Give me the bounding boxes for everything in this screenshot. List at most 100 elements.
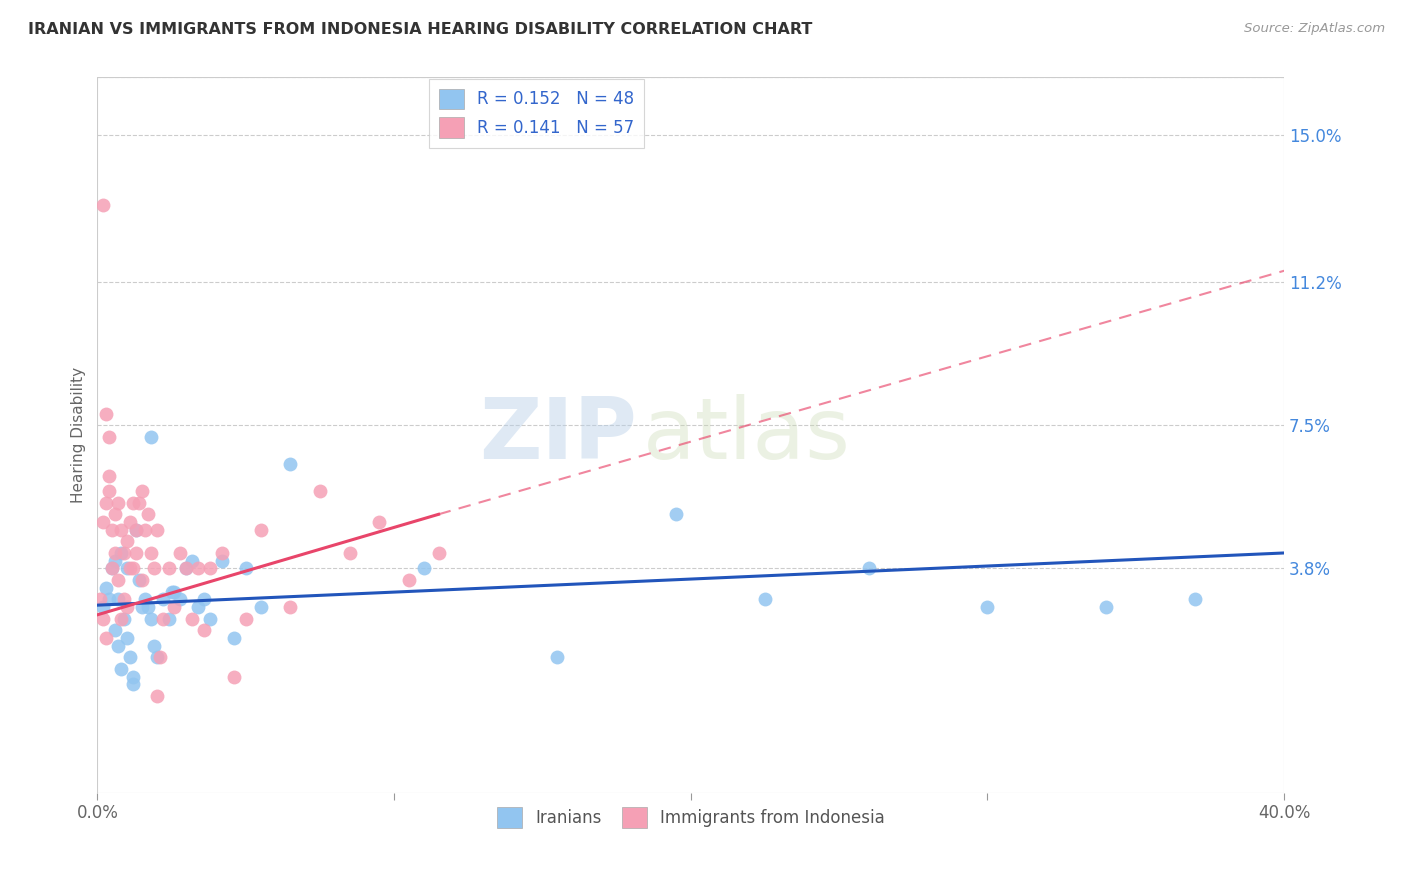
Point xyxy=(110,612,132,626)
Point xyxy=(427,546,450,560)
Point xyxy=(181,554,204,568)
Point xyxy=(89,592,111,607)
Point xyxy=(339,546,361,560)
Point xyxy=(278,600,301,615)
Point xyxy=(128,496,150,510)
Point xyxy=(198,561,221,575)
Point xyxy=(98,468,121,483)
Point xyxy=(198,612,221,626)
Point xyxy=(249,523,271,537)
Point xyxy=(149,650,172,665)
Point xyxy=(187,600,209,615)
Point xyxy=(157,612,180,626)
Point xyxy=(110,546,132,560)
Point xyxy=(181,612,204,626)
Point xyxy=(98,484,121,499)
Point xyxy=(193,592,215,607)
Point xyxy=(128,573,150,587)
Point xyxy=(163,600,186,615)
Text: ZIP: ZIP xyxy=(479,393,637,476)
Point xyxy=(115,534,138,549)
Point xyxy=(152,592,174,607)
Point xyxy=(96,631,118,645)
Point xyxy=(160,584,183,599)
Point xyxy=(122,670,145,684)
Point xyxy=(115,631,138,645)
Point xyxy=(152,612,174,626)
Point xyxy=(858,561,880,575)
Point xyxy=(187,561,209,575)
Point xyxy=(163,584,186,599)
Legend: Iranians, Immigrants from Indonesia: Iranians, Immigrants from Indonesia xyxy=(491,801,891,834)
Point xyxy=(122,561,145,575)
Point xyxy=(176,561,198,575)
Point xyxy=(136,508,159,522)
Y-axis label: Hearing Disability: Hearing Disability xyxy=(72,367,86,503)
Point xyxy=(107,639,129,653)
Point xyxy=(131,600,153,615)
Point xyxy=(1095,600,1118,615)
Point xyxy=(222,670,245,684)
Point xyxy=(139,430,162,444)
Point xyxy=(104,554,127,568)
Point xyxy=(101,561,124,575)
Point xyxy=(104,508,127,522)
Point xyxy=(139,612,162,626)
Point xyxy=(112,612,135,626)
Point xyxy=(235,561,257,575)
Point xyxy=(1184,592,1206,607)
Point xyxy=(976,600,998,615)
Point xyxy=(91,198,114,212)
Point xyxy=(665,508,688,522)
Point xyxy=(101,561,124,575)
Point xyxy=(110,523,132,537)
Point xyxy=(142,561,165,575)
Point xyxy=(110,662,132,676)
Point xyxy=(115,600,138,615)
Text: Source: ZipAtlas.com: Source: ZipAtlas.com xyxy=(1244,22,1385,36)
Point xyxy=(122,496,145,510)
Point xyxy=(145,523,167,537)
Point xyxy=(96,496,118,510)
Point xyxy=(101,523,124,537)
Point xyxy=(398,573,420,587)
Text: IRANIAN VS IMMIGRANTS FROM INDONESIA HEARING DISABILITY CORRELATION CHART: IRANIAN VS IMMIGRANTS FROM INDONESIA HEA… xyxy=(28,22,813,37)
Point xyxy=(145,689,167,703)
Point xyxy=(134,523,156,537)
Point xyxy=(131,573,153,587)
Point xyxy=(412,561,434,575)
Point xyxy=(107,496,129,510)
Point xyxy=(104,546,127,560)
Point xyxy=(169,592,191,607)
Point xyxy=(157,561,180,575)
Point xyxy=(309,484,332,499)
Point xyxy=(118,515,141,529)
Point xyxy=(118,561,141,575)
Point xyxy=(107,592,129,607)
Point xyxy=(546,650,568,665)
Point xyxy=(134,592,156,607)
Point xyxy=(107,573,129,587)
Point xyxy=(136,600,159,615)
Point xyxy=(104,624,127,638)
Point xyxy=(211,546,233,560)
Point xyxy=(112,546,135,560)
Point xyxy=(368,515,391,529)
Point xyxy=(122,677,145,691)
Point xyxy=(96,407,118,421)
Point xyxy=(139,546,162,560)
Point xyxy=(91,612,114,626)
Point xyxy=(222,631,245,645)
Point xyxy=(98,592,121,607)
Point xyxy=(91,600,114,615)
Point xyxy=(193,624,215,638)
Text: atlas: atlas xyxy=(644,393,851,476)
Point xyxy=(142,639,165,653)
Point xyxy=(145,650,167,665)
Point xyxy=(278,457,301,471)
Point xyxy=(125,523,148,537)
Point xyxy=(754,592,776,607)
Point xyxy=(118,650,141,665)
Point xyxy=(115,561,138,575)
Point xyxy=(176,561,198,575)
